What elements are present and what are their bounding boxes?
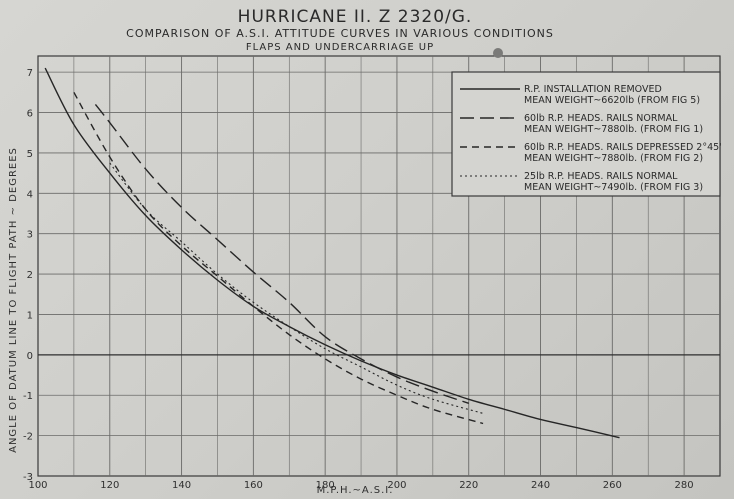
x-axis-label: M.P.H.~A.S.I. — [317, 485, 394, 496]
y-tick-label: 5 — [27, 149, 33, 160]
y-tick-label: -1 — [23, 391, 33, 402]
legend-note-1: MEAN WEIGHT~6620lb (FROM FIG 5) — [524, 95, 700, 106]
x-tick-label: 120 — [100, 480, 119, 491]
series-line-2 — [94, 104, 469, 404]
series-line-1 — [44, 67, 620, 439]
y-tick-labels: -3 -2 -1 0 1 2 3 4 5 6 7 — [23, 68, 33, 483]
x-tick-label: 160 — [244, 480, 263, 491]
x-tick-label: 140 — [172, 480, 191, 491]
y-tick-label: 3 — [27, 230, 33, 241]
x-tick-label: 100 — [28, 480, 47, 491]
x-tick-label: 240 — [531, 480, 550, 491]
y-tick-label: 1 — [27, 310, 33, 321]
chart-subtitle: COMPARISON OF A.S.I. ATTITUDE CURVES IN … — [126, 27, 554, 40]
binder-hole — [493, 48, 503, 58]
legend-label-3: 60lb R.P. HEADS. RAILS DEPRESSED 2°45' — [524, 142, 722, 153]
y-tick-label: 2 — [27, 270, 33, 281]
y-tick-label: 4 — [27, 189, 33, 200]
x-tick-label: 260 — [603, 480, 622, 491]
series-lines — [44, 67, 620, 439]
series-line-4 — [109, 162, 484, 414]
legend-box — [451, 71, 721, 197]
x-tick-labels: 100 120 140 160 180 200 220 240 260 280 — [28, 480, 693, 491]
chart-subtitle-2: FLAPS AND UNDERCARRIAGE UP — [246, 42, 434, 53]
chart-title: HURRICANE II. Z 2320/G. — [238, 7, 473, 27]
y-tick-label: 7 — [27, 68, 33, 79]
plot-frame — [37, 55, 721, 477]
y-tick-label: 0 — [27, 351, 33, 362]
y-tick-label: -2 — [23, 432, 33, 443]
legend-note-4: MEAN WEIGHT~7490lb. (FROM FIG 3) — [524, 182, 703, 193]
x-tick-label: 280 — [675, 480, 694, 491]
x-tick-label: 200 — [387, 480, 406, 491]
series-line-3 — [73, 92, 484, 425]
y-axis-label: ANGLE OF DATUM LINE TO FLIGHT PATH ~ DEG… — [8, 147, 19, 453]
legend-label-2: 60lb R.P. HEADS. RAILS NORMAL — [524, 113, 678, 124]
y-tick-label: 6 — [27, 109, 33, 120]
legend-label-1: R.P. INSTALLATION REMOVED — [524, 84, 662, 95]
legend-note-3: MEAN WEIGHT~7880lb. (FROM FIG 2) — [524, 153, 703, 164]
y-tick-label: -3 — [23, 472, 33, 483]
x-tick-label: 220 — [459, 480, 478, 491]
x-tick-label: 180 — [316, 480, 335, 491]
legend-note-2: MEAN WEIGHT~7880lb. (FROM FIG 1) — [524, 124, 703, 135]
legend-label-4: 25lb R.P. HEADS. RAILS NORMAL — [524, 171, 678, 182]
